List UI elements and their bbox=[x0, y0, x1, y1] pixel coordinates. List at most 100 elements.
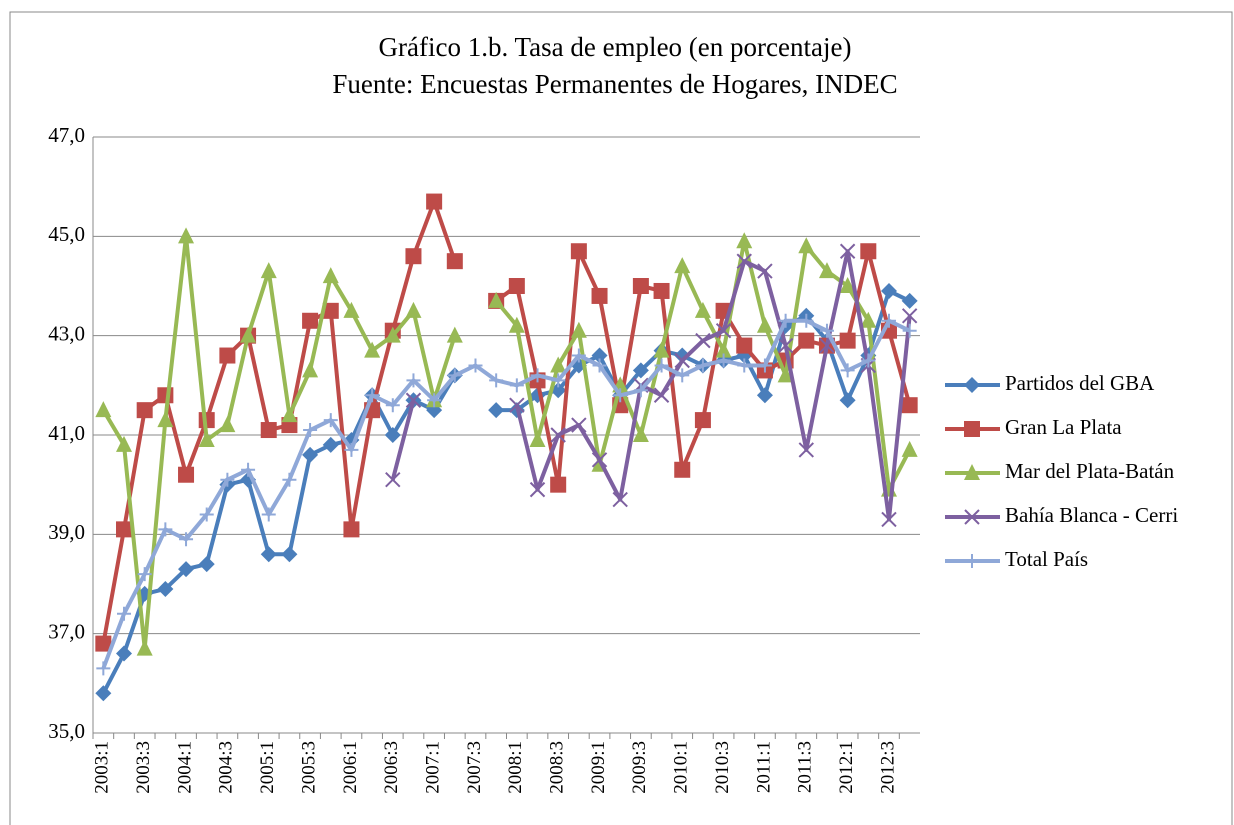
marker bbox=[384, 326, 401, 343]
x-tick-label: 2012:1 bbox=[836, 741, 857, 794]
marker bbox=[571, 417, 587, 433]
marker bbox=[901, 440, 918, 457]
marker bbox=[157, 387, 174, 404]
marker bbox=[901, 397, 918, 414]
marker bbox=[674, 257, 691, 274]
marker bbox=[756, 316, 773, 333]
marker bbox=[591, 452, 608, 468]
marker bbox=[529, 430, 546, 447]
marker bbox=[509, 397, 525, 413]
marker bbox=[839, 392, 856, 409]
marker bbox=[715, 341, 732, 358]
marker bbox=[592, 358, 607, 373]
x-tick-label: 2010:3 bbox=[712, 741, 733, 794]
marker bbox=[488, 402, 505, 419]
marker bbox=[95, 401, 112, 418]
marker bbox=[674, 461, 691, 478]
marker bbox=[303, 423, 318, 438]
marker bbox=[136, 402, 153, 419]
marker bbox=[964, 464, 980, 480]
x-tick-label: 2006:3 bbox=[381, 741, 402, 794]
legend-label: Total País bbox=[1005, 547, 1088, 571]
marker bbox=[509, 378, 524, 393]
marker bbox=[571, 348, 586, 363]
x-tick-label: 2005:3 bbox=[298, 741, 319, 794]
marker bbox=[881, 313, 896, 328]
marker bbox=[344, 442, 359, 457]
x-tick-label: 2012:3 bbox=[877, 741, 898, 794]
x-tick-label: 2006:1 bbox=[340, 741, 361, 794]
marker bbox=[819, 323, 834, 338]
marker bbox=[240, 326, 257, 343]
legend-label: Partidos del GBA bbox=[1005, 371, 1155, 395]
marker bbox=[220, 472, 235, 487]
marker bbox=[137, 567, 152, 582]
marker bbox=[198, 430, 215, 447]
marker bbox=[777, 366, 794, 383]
x-tick-label: 2005:1 bbox=[257, 741, 278, 794]
chart-title: Gráfico 1.b. Tasa de empleo (en porcenta… bbox=[379, 32, 852, 62]
y-tick-label: 43,0 bbox=[48, 321, 85, 345]
marker bbox=[219, 347, 236, 364]
y-tick-label: 47,0 bbox=[48, 123, 85, 147]
marker bbox=[302, 446, 319, 463]
marker bbox=[798, 442, 814, 458]
marker bbox=[426, 193, 443, 210]
x-tick-label: 2008:1 bbox=[505, 741, 526, 794]
y-tick-label: 41,0 bbox=[48, 421, 85, 445]
marker bbox=[260, 422, 277, 439]
marker bbox=[757, 358, 772, 373]
marker bbox=[736, 253, 752, 269]
marker bbox=[654, 358, 669, 373]
marker bbox=[199, 507, 214, 522]
marker bbox=[95, 685, 112, 702]
marker bbox=[343, 301, 360, 318]
legend-label: Mar del Plata-Batán bbox=[1005, 459, 1175, 483]
marker bbox=[840, 363, 855, 378]
marker bbox=[674, 347, 691, 364]
marker bbox=[839, 243, 856, 259]
marker bbox=[302, 361, 319, 378]
marker bbox=[861, 353, 876, 368]
marker bbox=[468, 358, 483, 373]
marker bbox=[716, 353, 731, 368]
x-tick-label: 2011:3 bbox=[795, 741, 816, 793]
marker bbox=[901, 308, 918, 324]
chart-subtitle: Fuente: Encuestas Permanentes de Hogares… bbox=[332, 69, 897, 99]
x-tick-label: 2007:1 bbox=[422, 741, 443, 794]
series-line bbox=[101, 318, 911, 670]
marker bbox=[613, 388, 628, 403]
marker bbox=[550, 476, 567, 493]
marker bbox=[405, 392, 422, 408]
marker bbox=[385, 398, 400, 413]
x-tick-label: 2011:1 bbox=[753, 741, 774, 793]
marker bbox=[281, 406, 298, 423]
marker bbox=[715, 322, 732, 339]
marker bbox=[902, 323, 917, 338]
marker bbox=[964, 377, 980, 393]
y-tick-label: 39,0 bbox=[48, 520, 85, 544]
marker bbox=[695, 358, 710, 373]
marker bbox=[446, 326, 463, 343]
marker bbox=[653, 341, 670, 358]
marker bbox=[551, 373, 566, 388]
legend-label: Bahía Blanca - Cerri bbox=[1005, 503, 1178, 527]
marker bbox=[901, 292, 918, 309]
marker bbox=[323, 413, 338, 428]
marker bbox=[570, 243, 587, 260]
marker bbox=[632, 278, 649, 294]
marker bbox=[964, 509, 980, 525]
marker bbox=[674, 352, 690, 369]
marker bbox=[343, 521, 360, 538]
marker bbox=[178, 561, 195, 578]
marker bbox=[653, 282, 670, 299]
marker bbox=[116, 521, 133, 538]
marker bbox=[632, 362, 649, 379]
marker bbox=[736, 337, 753, 354]
marker bbox=[653, 387, 670, 403]
marker bbox=[570, 321, 587, 338]
marker bbox=[260, 546, 277, 563]
marker bbox=[219, 416, 236, 433]
x-tick-label: 2004:1 bbox=[174, 741, 195, 794]
